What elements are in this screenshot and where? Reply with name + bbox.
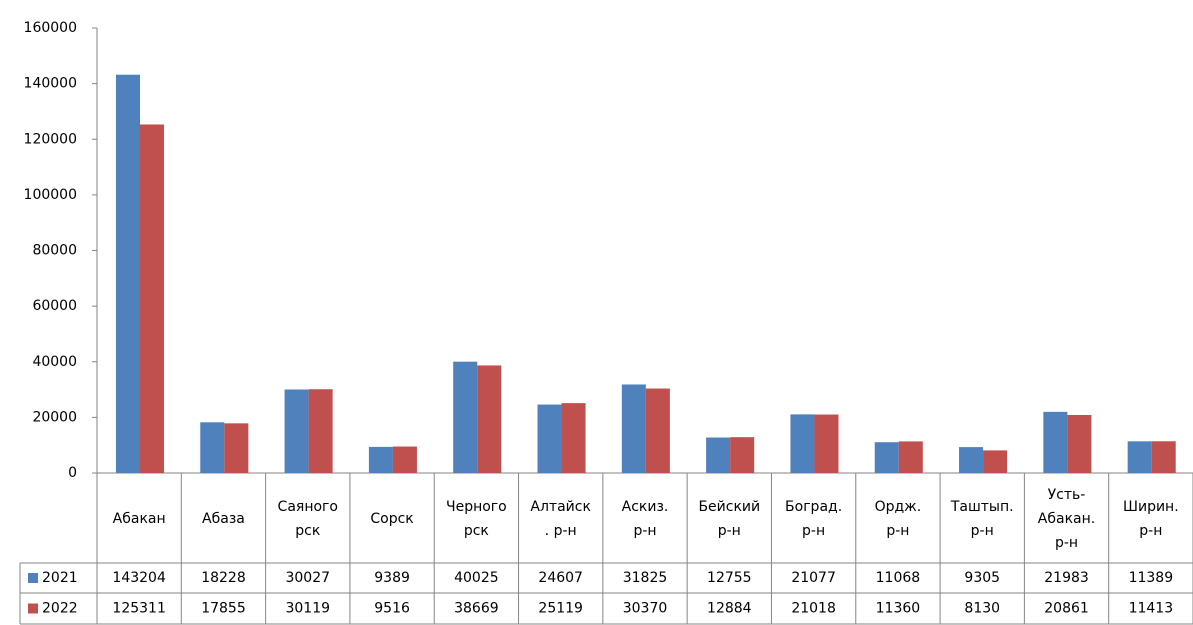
- table-value: 9389: [374, 570, 410, 586]
- legend-swatch: [28, 603, 38, 614]
- bar: [308, 389, 333, 473]
- table-value: 38669: [454, 601, 499, 617]
- table-value: 30370: [623, 601, 668, 617]
- bar: [959, 447, 984, 473]
- category-label: Черного рск: [445, 498, 507, 539]
- bar: [983, 450, 1008, 473]
- bar: [200, 422, 225, 473]
- bar: [392, 446, 417, 473]
- bar: [284, 389, 309, 473]
- table-value: 17855: [201, 601, 246, 617]
- table-value: 21018: [791, 601, 836, 617]
- y-tick-label: 160000: [24, 20, 77, 36]
- category-label: Ширин. р-н: [1123, 498, 1179, 539]
- legend-label: 2021: [42, 570, 78, 586]
- table-value: 21077: [791, 570, 836, 586]
- bar: [477, 365, 502, 473]
- bar: [814, 414, 839, 473]
- table-value: 8130: [964, 601, 1000, 617]
- category-label: Боград. р-н: [785, 498, 843, 539]
- y-tick-label: 100000: [24, 187, 77, 203]
- table-value: 25119: [538, 601, 583, 617]
- bar: [1043, 411, 1068, 473]
- legend-swatch: [28, 573, 38, 583]
- bar: [561, 403, 586, 473]
- y-tick-label: 40000: [32, 354, 77, 370]
- y-tick-label: 0: [68, 465, 77, 481]
- table-value: 125311: [112, 601, 165, 617]
- category-label: Аскиз. р-н: [621, 498, 669, 539]
- category-label: Саяного рск: [277, 498, 338, 539]
- bar: [537, 404, 562, 473]
- category-label: Абаза: [202, 510, 245, 527]
- bar: [621, 384, 646, 473]
- table-value: 9516: [374, 601, 410, 617]
- table-value: 18228: [201, 570, 246, 586]
- y-tick-label: 140000: [24, 76, 77, 92]
- bar: [645, 388, 670, 473]
- table-value: 12755: [707, 570, 752, 586]
- bar: [790, 414, 815, 473]
- bar: [453, 361, 478, 473]
- table-value: 12884: [707, 601, 752, 617]
- bar: [898, 441, 923, 473]
- bar: [224, 423, 249, 473]
- y-tick-label: 20000: [32, 409, 77, 425]
- table-value: 143204: [112, 570, 166, 586]
- bar: [706, 437, 731, 473]
- table-value: 31825: [623, 570, 668, 586]
- category-label: Сорск: [370, 510, 414, 527]
- table-value: 11068: [876, 570, 921, 586]
- table-value: 21983: [1044, 570, 1089, 586]
- category-label: Таштып. р-н: [950, 498, 1014, 539]
- table-value: 11389: [1129, 570, 1174, 586]
- bar: [1127, 441, 1152, 473]
- category-label: Усть- Абакан. р-н: [1037, 486, 1096, 551]
- bar: [1151, 441, 1176, 473]
- bar: [368, 446, 393, 473]
- category-label: Алтайск . р-н: [530, 498, 591, 539]
- table-value: 9305: [964, 570, 1000, 586]
- y-tick-label: 60000: [32, 298, 77, 314]
- table-value: 24607: [538, 570, 583, 586]
- legend-label: 2022: [42, 601, 78, 617]
- category-label: Абакан: [112, 510, 166, 527]
- category-label: Ордж. р-н: [874, 498, 922, 539]
- y-tick-label: 120000: [24, 131, 77, 147]
- table-value: 30119: [285, 601, 330, 617]
- table-value: 20861: [1044, 601, 1089, 617]
- bar: [874, 442, 899, 473]
- table-value: 11413: [1129, 601, 1174, 617]
- bar: [115, 74, 140, 474]
- table-value: 40025: [454, 570, 499, 586]
- bar: [1067, 414, 1092, 473]
- table-value: 30027: [285, 570, 330, 586]
- bar: [730, 437, 755, 473]
- bar: [139, 124, 165, 473]
- y-tick-label: 80000: [32, 243, 77, 259]
- category-label: Бейский р-н: [698, 498, 761, 539]
- table-value: 11360: [876, 601, 921, 617]
